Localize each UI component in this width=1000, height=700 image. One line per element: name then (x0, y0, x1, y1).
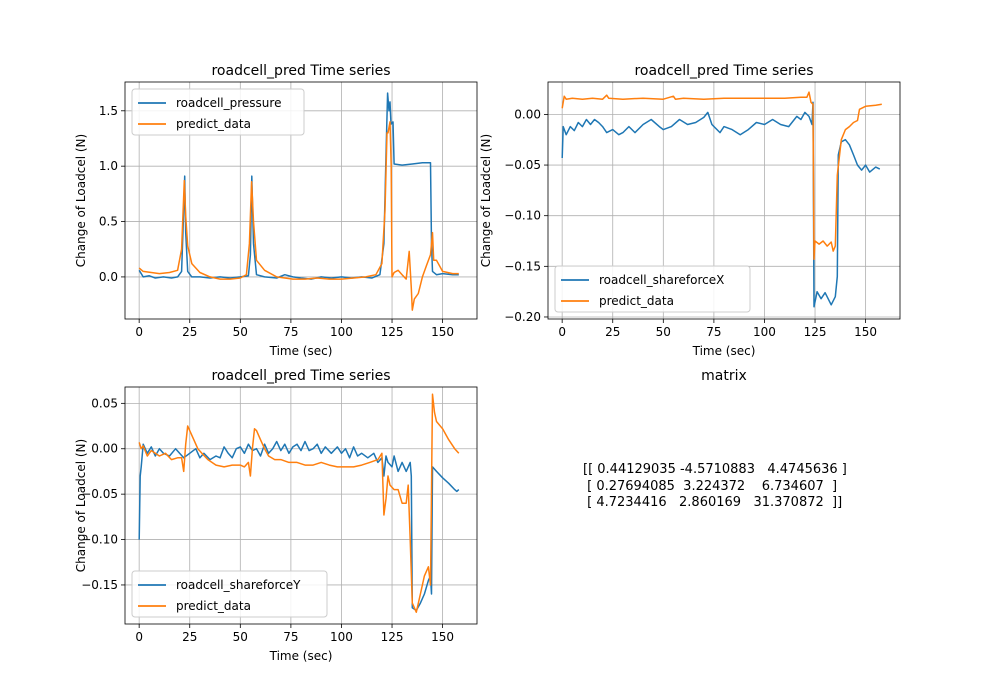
legend: roadcell_shareforceY predict_data (131, 570, 328, 618)
y-tick-label: −0.15 (504, 259, 541, 273)
y-tick-label: 0.00 (514, 107, 541, 121)
legend-box (131, 88, 305, 136)
chart-title: roadcell_pred Time series (211, 368, 390, 384)
y-tick-label: 0.05 (91, 396, 118, 410)
legend-label: predict_data (176, 117, 251, 131)
x-tick-label: 125 (804, 325, 827, 339)
y-axis-label: Change of Loadcel (N) (74, 439, 88, 572)
x-tick-label: 50 (233, 630, 248, 644)
x-axis-label: Time (sec) (269, 344, 333, 358)
legend-box (554, 265, 751, 313)
matrix-title: matrix (701, 368, 747, 384)
axes-frame (124, 81, 478, 320)
y-tick-label: −0.15 (81, 578, 118, 592)
x-tick-label: 25 (182, 630, 197, 644)
matrix-row-3: [ 4.7234416 2.860169 31.370872 ]] (583, 495, 842, 510)
x-tick-label: 125 (381, 630, 404, 644)
series-line-predict-data (138, 121, 459, 311)
x-tick-label: 100 (753, 325, 776, 339)
axes-frame (547, 81, 901, 320)
y-axis-label: Change of Loadcel (N) (74, 134, 88, 267)
chart-panel-shareforce-x: 0 25 50 75 100 125 150 0.00 −0.05 −0.10 −0.15 −0.20… (479, 63, 901, 358)
x-tick-label: 75 (283, 325, 298, 339)
y-tick-label: 0.00 (91, 442, 118, 456)
series-line-roadcell-shareforceY (138, 440, 460, 612)
axes-frame (124, 386, 478, 625)
x-tick-label: 150 (431, 630, 454, 644)
x-tick-label: 150 (431, 325, 454, 339)
y-tick-label: 0.0 (99, 270, 118, 284)
legend-label: predict_data (599, 294, 674, 308)
y-axis-label: Change of Loadcel (N) (479, 134, 493, 267)
chart-title: roadcell_pred Time series (211, 63, 390, 79)
matrix-row-1: [[ 0.44129035 -4.5710883 4.4745636 ] (583, 462, 847, 477)
series-line-predict-data (138, 393, 460, 613)
chart-panel-shareforce-y: 0 25 50 75 100 125 150 0.05 0.00 −0.05 −0.10 −0.15 r… (74, 368, 478, 663)
chart-title: roadcell_pred Time series (634, 63, 813, 79)
chart-panel-pressure: 0 25 50 75 100 125 150 0.0 0.5 1.0 1.5 roadcell_pre… (74, 63, 478, 358)
legend-label: roadcell_shareforceY (176, 578, 301, 592)
legend-label: roadcell_pressure (176, 96, 281, 110)
legend-label: predict_data (176, 599, 251, 613)
legend-label: roadcell_shareforceX (599, 273, 724, 287)
x-tick-label: 0 (135, 630, 143, 644)
x-tick-label: 25 (182, 325, 197, 339)
legend: roadcell_pressure predict_data (131, 88, 305, 136)
x-tick-label: 0 (558, 325, 566, 339)
x-tick-label: 0 (135, 325, 143, 339)
x-tick-label: 100 (330, 630, 353, 644)
y-tick-label: −0.05 (504, 158, 541, 172)
x-tick-label: 50 (233, 325, 248, 339)
matrix-row-2: [ 0.27694085 3.224372 6.734607 ] (583, 479, 837, 494)
x-tick-label: 150 (854, 325, 877, 339)
y-tick-label: 1.5 (99, 104, 118, 118)
y-tick-label: −0.20 (504, 310, 541, 324)
y-tick-label: −0.10 (504, 209, 541, 223)
y-tick-label: 1.0 (99, 159, 118, 173)
x-axis-label: Time (sec) (692, 344, 756, 358)
x-tick-label: 50 (656, 325, 671, 339)
x-tick-label: 75 (706, 325, 721, 339)
x-axis-label: Time (sec) (269, 649, 333, 663)
series-line-predict-data (561, 91, 882, 260)
legend-box (131, 570, 328, 618)
matrix-panel: matrix [[ 0.44129035 -4.5710883 4.474563… (583, 368, 847, 510)
x-tick-label: 75 (283, 630, 298, 644)
y-tick-label: 0.5 (99, 215, 118, 229)
legend: roadcell_shareforceX predict_data (554, 265, 751, 313)
x-tick-label: 100 (330, 325, 353, 339)
x-tick-label: 125 (381, 325, 404, 339)
series-line-roadcell-shareforceX (561, 101, 881, 308)
y-tick-label: −0.05 (81, 487, 118, 501)
x-tick-label: 25 (605, 325, 620, 339)
y-tick-label: −0.10 (81, 533, 118, 547)
